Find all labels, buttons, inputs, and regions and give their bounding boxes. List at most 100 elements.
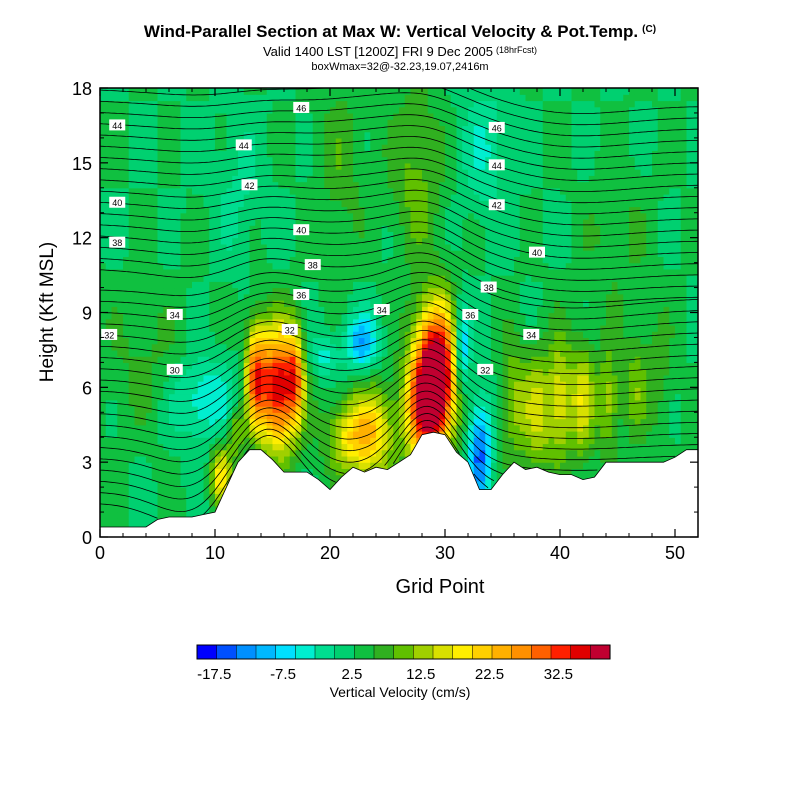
heatmap-cell xyxy=(341,250,348,257)
heatmap-cell xyxy=(157,343,164,351)
heatmap-cell xyxy=(238,300,245,307)
heatmap-cell xyxy=(192,119,199,127)
heatmap-cell xyxy=(358,131,366,139)
heatmap-cell xyxy=(307,131,314,139)
heatmap-cell xyxy=(422,399,429,407)
heatmap-cell xyxy=(157,306,164,314)
heatmap-cell xyxy=(123,250,130,257)
heatmap-cell xyxy=(128,493,136,501)
heatmap-cell xyxy=(226,443,233,451)
heatmap-cell xyxy=(105,362,113,370)
heatmap-cell xyxy=(462,406,469,413)
heatmap-cell xyxy=(266,88,274,95)
heatmap-cell xyxy=(422,300,429,307)
heatmap-cell xyxy=(376,293,383,301)
heatmap-cell xyxy=(318,343,325,351)
heatmap-cell xyxy=(278,443,285,451)
heatmap-cell xyxy=(243,393,251,401)
heatmap-cell xyxy=(433,112,440,120)
heatmap-cell xyxy=(238,287,245,295)
heatmap-cell xyxy=(376,237,383,245)
heatmap-cell xyxy=(422,175,429,183)
heatmap-cell xyxy=(381,406,389,413)
heatmap-cell xyxy=(100,94,107,102)
heatmap-cell xyxy=(324,112,331,120)
heatmap-cell xyxy=(100,449,107,457)
heatmap-cell xyxy=(226,125,233,133)
heatmap-cell xyxy=(209,324,216,332)
heatmap-cell xyxy=(473,343,481,351)
heatmap-cell xyxy=(157,194,164,201)
heatmap-cell xyxy=(341,131,348,139)
heatmap-cell xyxy=(100,237,107,245)
heatmap-cell xyxy=(295,368,302,376)
heatmap-cell xyxy=(399,194,406,201)
heatmap-cell xyxy=(151,162,159,170)
heatmap-cell xyxy=(238,443,245,451)
heatmap-cell xyxy=(105,518,113,526)
heatmap-cell xyxy=(111,512,118,519)
heatmap-cell xyxy=(358,300,366,307)
heatmap-cell xyxy=(134,281,141,289)
heatmap-cell xyxy=(174,399,182,407)
heatmap-cell xyxy=(312,94,320,102)
heatmap-cell xyxy=(422,424,429,432)
heatmap-cell xyxy=(261,106,268,114)
heatmap-cell xyxy=(238,125,245,133)
heatmap-cell xyxy=(404,349,412,357)
heatmap-cell xyxy=(180,387,187,395)
heatmap-cell xyxy=(387,399,394,407)
heatmap-cell xyxy=(255,362,262,370)
heatmap-cell xyxy=(232,150,239,158)
heatmap-cell xyxy=(433,119,440,127)
heatmap-cell xyxy=(450,169,458,176)
heatmap-cell xyxy=(450,212,458,220)
heatmap-cell xyxy=(450,349,458,357)
heatmap-cell xyxy=(180,250,187,257)
heatmap-cell xyxy=(180,169,187,176)
heatmap-cell xyxy=(163,156,170,164)
heatmap-cell xyxy=(284,293,291,301)
heatmap-cell xyxy=(312,293,320,301)
heatmap-cell xyxy=(278,175,285,183)
heatmap-cell xyxy=(335,356,343,363)
heatmap-cell xyxy=(341,162,348,170)
heatmap-cell xyxy=(422,293,429,301)
heatmap-cell xyxy=(203,306,210,314)
heatmap-cell xyxy=(399,119,406,127)
heatmap-cell xyxy=(485,300,492,307)
heatmap-cell xyxy=(422,137,429,145)
heatmap-cell xyxy=(330,306,337,314)
heatmap-cell xyxy=(238,306,245,314)
heatmap-cell xyxy=(410,306,417,314)
heatmap-cell xyxy=(117,206,124,214)
heatmap-cell xyxy=(278,206,285,214)
heatmap-cell xyxy=(399,374,406,382)
heatmap-cell xyxy=(335,474,343,482)
heatmap-cell xyxy=(232,449,239,457)
heatmap-cell xyxy=(100,487,107,494)
heatmap-cell xyxy=(422,206,429,214)
heatmap-cell xyxy=(485,231,492,239)
heatmap-cell xyxy=(169,287,176,295)
heatmap-cell xyxy=(100,443,107,451)
heatmap-cell xyxy=(266,150,274,158)
heatmap-cell xyxy=(295,144,302,151)
heatmap-cell xyxy=(151,250,159,257)
heatmap-cell xyxy=(335,268,343,276)
heatmap-cell xyxy=(249,175,256,183)
heatmap-cell xyxy=(105,505,113,513)
heatmap-cell xyxy=(416,100,423,108)
heatmap-cell xyxy=(220,162,228,170)
heatmap-cell xyxy=(220,387,228,395)
heatmap-cell xyxy=(128,480,136,488)
heatmap-cell xyxy=(105,499,113,507)
heatmap-cell xyxy=(243,125,251,133)
heatmap-cell xyxy=(197,94,205,102)
heatmap-cell xyxy=(284,424,291,432)
heatmap-cell xyxy=(468,106,475,114)
heatmap-cell xyxy=(479,343,486,351)
heatmap-cell xyxy=(341,256,348,264)
heatmap-cell xyxy=(243,162,251,170)
heatmap-cell xyxy=(347,312,354,320)
